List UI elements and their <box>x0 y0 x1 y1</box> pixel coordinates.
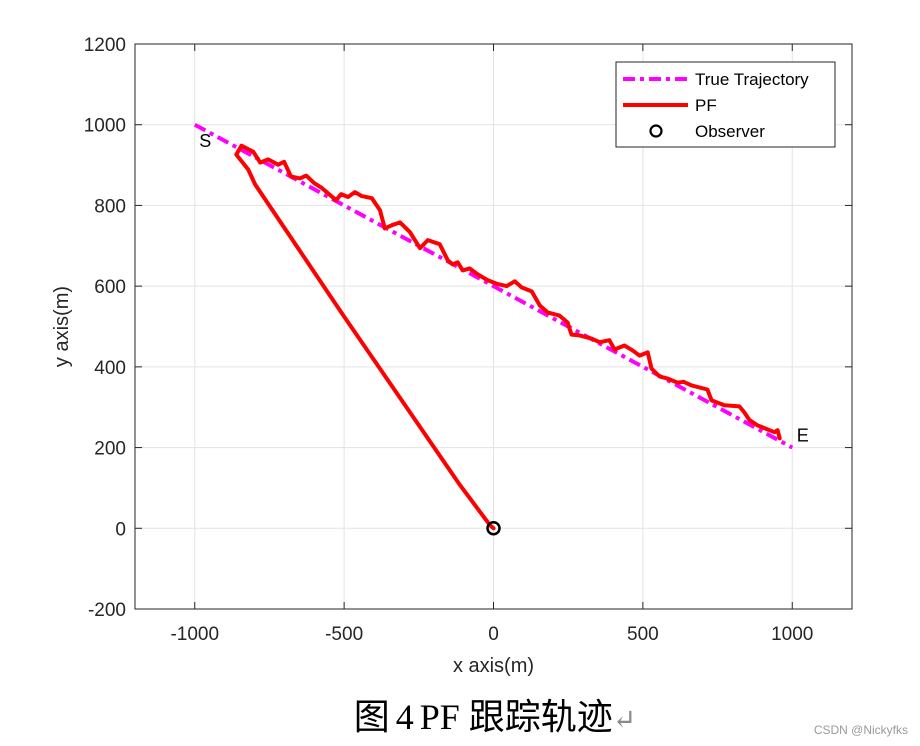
caption-text: PF 跟踪轨迹 <box>419 697 613 737</box>
y-tick-label: 400 <box>94 358 126 379</box>
watermark: CSDN @Nickyfks <box>813 723 908 737</box>
legend-observer-marker-icon <box>649 124 663 138</box>
legend-true-trajectory-label: True Trajectory <box>695 70 809 89</box>
plot-series <box>193 122 794 536</box>
legend-observer-label: Observer <box>695 122 765 141</box>
y-tick-label: -200 <box>88 600 126 621</box>
y-tick-label: 800 <box>94 196 126 217</box>
annotation-e: E <box>797 426 809 446</box>
x-tick-label: 500 <box>627 624 659 645</box>
annotations: SE <box>199 131 809 446</box>
observer-marker-icon <box>486 521 501 536</box>
tick-labels: -1000 -500 0 500 1000 -200 0 200 400 600 800 1000 12… <box>84 35 814 645</box>
return-mark-icon: ↵ <box>612 705 637 736</box>
annotation-s: S <box>199 131 211 151</box>
legend-pf-label: PF <box>695 96 717 115</box>
y-tick-label: 1200 <box>84 35 126 56</box>
y-tick-label: 0 <box>115 519 126 540</box>
x-tick-label: 1000 <box>771 624 813 645</box>
x-axis-label: x axis(m) <box>453 655 534 677</box>
y-axis-label: y axis(m) <box>51 286 73 367</box>
caption-number: 4 <box>395 697 414 737</box>
legend: True Trajectory PF Observer <box>615 61 836 148</box>
x-tick-label: 0 <box>488 624 499 645</box>
x-tick-label: -500 <box>325 624 363 645</box>
axis-ticks <box>135 43 852 610</box>
y-tick-label: 600 <box>94 277 126 298</box>
figure-caption: 图 4 PF 跟踪轨迹↵ <box>0 688 920 740</box>
x-tick-label: -1000 <box>170 624 219 645</box>
pf-estimate-line <box>234 143 782 531</box>
y-tick-label: 1000 <box>84 116 126 137</box>
y-tick-label: 200 <box>94 439 126 460</box>
caption-prefix: 图 <box>353 697 390 737</box>
